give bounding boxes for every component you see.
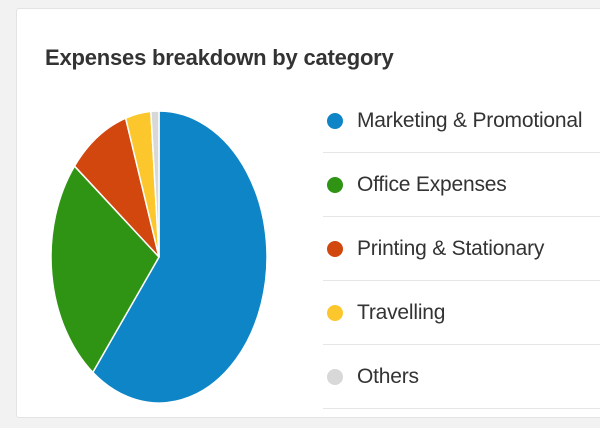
- legend-swatch: [327, 368, 343, 385]
- chart-title: Expenses breakdown by category: [45, 45, 394, 70]
- legend-item-others[interactable]: Others: [323, 345, 600, 409]
- legend-swatch: [327, 112, 343, 129]
- pie-chart: [50, 110, 268, 404]
- pie-slice-printing-stationary[interactable]: [73, 117, 160, 258]
- legend-swatch: [327, 176, 343, 193]
- pie-slice-office-expenses[interactable]: [50, 165, 160, 374]
- pie-slice-marketing-promotional[interactable]: [92, 110, 268, 404]
- legend-item-office-expenses[interactable]: Office Expenses: [323, 153, 600, 217]
- legend-item-printing-stationary[interactable]: Printing & Stationary: [323, 217, 600, 281]
- legend-label: Printing & Stationary: [357, 236, 545, 260]
- pie-slice-others[interactable]: [150, 110, 160, 258]
- legend-label: Office Expenses: [357, 172, 507, 196]
- legend-label: Travelling: [357, 300, 446, 324]
- chart-legend: Marketing & Promotional Office Expenses Pr…: [323, 89, 600, 409]
- legend-label: Marketing & Promotional: [357, 108, 583, 132]
- expenses-card: Expenses breakdown by category Marketing…: [16, 8, 600, 418]
- legend-item-marketing-promotional[interactable]: Marketing & Promotional: [323, 89, 600, 153]
- legend-swatch: [327, 304, 343, 321]
- legend-item-travelling[interactable]: Travelling: [323, 281, 600, 345]
- legend-label: Others: [357, 364, 419, 388]
- legend-swatch: [327, 240, 343, 257]
